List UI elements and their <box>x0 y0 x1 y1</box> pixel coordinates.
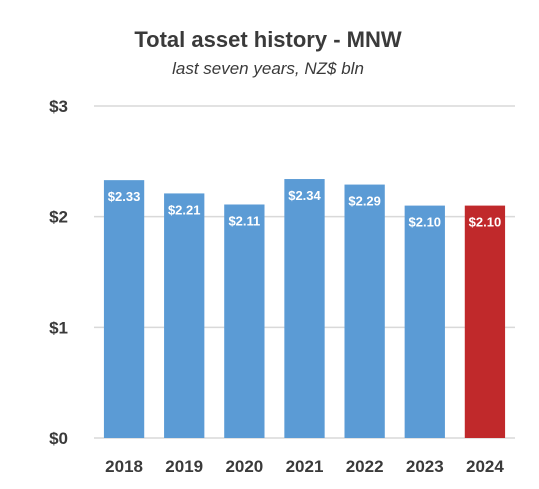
bar-2019 <box>164 193 205 438</box>
bar-2018 <box>103 180 145 438</box>
x-tick-label-2018: 2018 <box>105 457 143 476</box>
data-label-2021: $2.34 <box>288 188 321 203</box>
y-tick-label: $0 <box>49 429 68 448</box>
x-tick-label-2020: 2020 <box>225 457 263 476</box>
x-tick-label-2024: 2024 <box>466 457 504 476</box>
x-tick-label-2022: 2022 <box>346 457 384 476</box>
chart-title: Total asset history - MNW <box>134 27 402 52</box>
bar-2022 <box>344 184 385 438</box>
y-tick-label: $2 <box>49 208 68 227</box>
x-axis-ticks: 2018 2019 2020 2021 2022 2023 2024 <box>105 457 504 476</box>
data-label-2022: $2.29 <box>348 194 381 209</box>
bar-2021 <box>284 179 325 439</box>
chart-subtitle: last seven years, NZ$ bln <box>172 59 364 78</box>
y-axis-ticks: $0 $1 $2 $3 <box>49 97 68 448</box>
data-label-2020: $2.11 <box>228 213 260 228</box>
bar-2023 <box>404 205 445 438</box>
data-label-2019: $2.21 <box>168 202 201 217</box>
bar-2024 <box>464 205 506 438</box>
x-tick-label-2019: 2019 <box>165 457 203 476</box>
data-labels: $2.33 $2.21 $2.11 $2.34 $2.29 $2.10 $2.10 <box>108 188 501 230</box>
bar-2020 <box>224 204 265 438</box>
x-tick-label-2023: 2023 <box>406 457 444 476</box>
y-tick-label: $3 <box>49 97 68 116</box>
data-label-2023: $2.10 <box>409 215 442 230</box>
x-tick-label-2021: 2021 <box>286 457 324 476</box>
bars <box>103 179 506 439</box>
data-label-2018: $2.33 <box>108 189 141 204</box>
y-tick-label: $1 <box>49 318 68 337</box>
data-label-2024: $2.10 <box>469 215 502 230</box>
